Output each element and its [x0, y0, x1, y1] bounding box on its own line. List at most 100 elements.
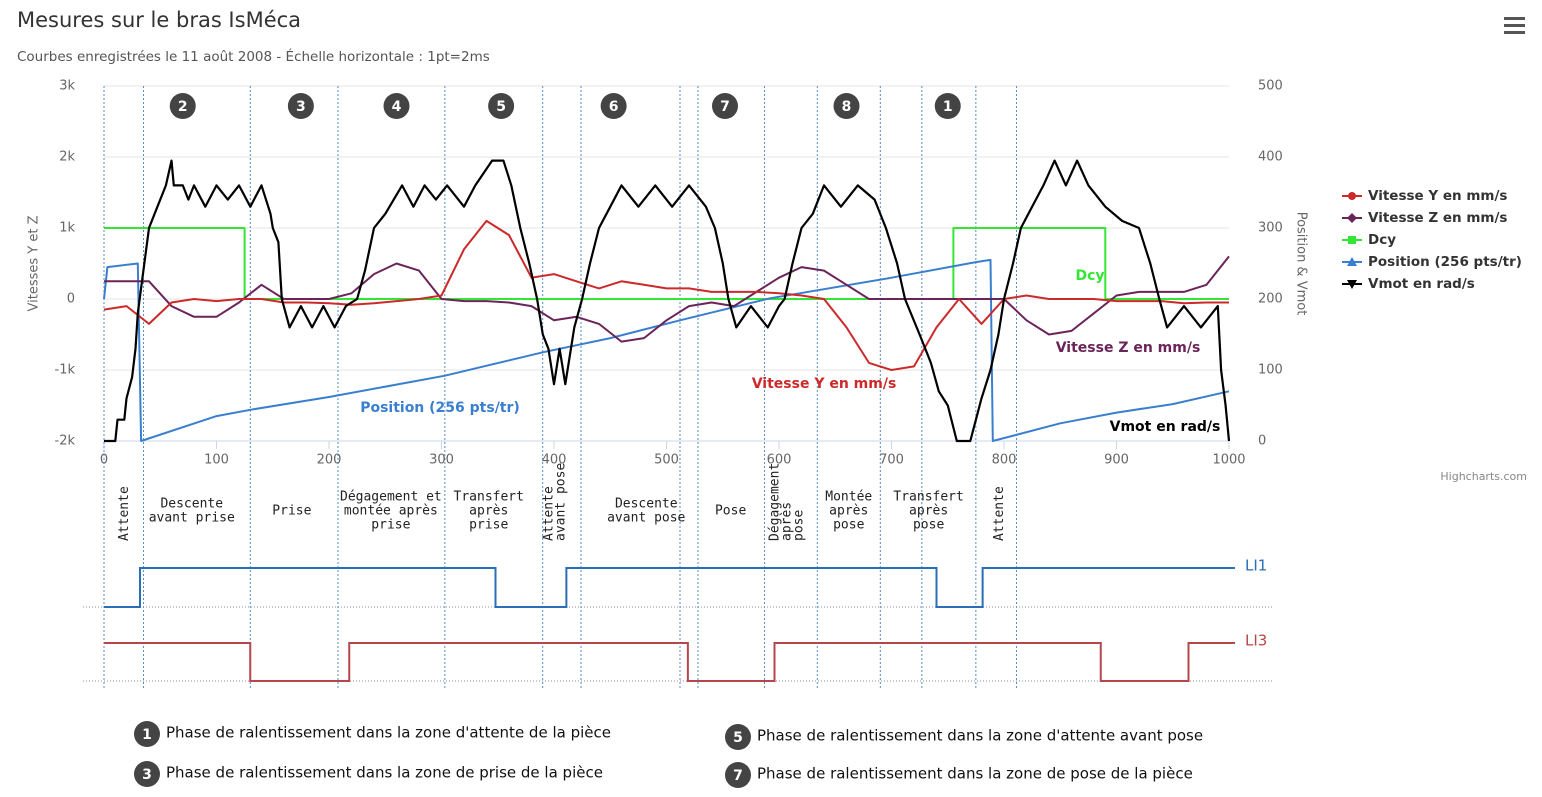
y-axis-title: Vitesses Y et Z — [27, 215, 42, 311]
phase-label: Prise — [272, 504, 311, 519]
x-tick-label: 300 — [429, 453, 454, 468]
phase-number — [833, 93, 860, 119]
phase-label: après — [909, 504, 948, 519]
phase-number-label: 8 — [842, 99, 852, 115]
phase-label: Transfert — [454, 490, 524, 505]
note-number-label: 1 — [142, 727, 152, 743]
legend-item[interactable]: Dcy — [1342, 232, 1396, 248]
x-tick-label: 200 — [317, 453, 342, 468]
menu-bar[interactable] — [1504, 17, 1525, 20]
series-label: Vitesse Y en mm/s — [752, 376, 897, 392]
series-line — [103, 258, 1230, 442]
legend-label: Vmot en rad/s — [1368, 276, 1475, 292]
x-tick-label: 500 — [654, 453, 679, 468]
phase-label: Attente — [542, 486, 557, 541]
signal-name: LI1 — [1245, 557, 1267, 575]
series-label: Position (256 pts/tr) — [360, 400, 520, 416]
y-tick-label: 2k — [59, 150, 75, 165]
series-line — [104, 227, 1229, 300]
series-line — [103, 219, 1229, 371]
x-tick-label: 400 — [542, 453, 567, 468]
y-tick-label: -2k — [55, 434, 76, 449]
phase-label: après — [779, 502, 794, 541]
y-tick-label: 0 — [67, 292, 75, 307]
legend-label: Position (256 pts/tr) — [1368, 254, 1522, 270]
signal-line — [104, 642, 1235, 682]
note-text: Phase de ralentissement dans la zone de … — [757, 765, 1193, 783]
chart-subtitle: Courbes enregistrées le 11 août 2008 - É… — [17, 48, 490, 65]
credits[interactable]: Highcharts.com — [1440, 470, 1527, 483]
legend-marker — [1347, 213, 1357, 223]
phase-label: avant pose — [607, 511, 685, 526]
chart-title: Mesures sur le bras IsMéca — [17, 8, 301, 32]
legend-item[interactable]: Vitesse Z en mm/s — [1342, 210, 1507, 226]
phase-number-label: 5 — [496, 99, 506, 115]
series-line — [104, 159, 1231, 443]
x-tick-label: 900 — [1104, 453, 1129, 468]
y2-tick-label: 300 — [1258, 221, 1283, 236]
phase-label: Dégagement et — [340, 490, 442, 505]
phase-number — [712, 93, 738, 119]
legend-marker — [1347, 257, 1357, 266]
x-tick-label: 800 — [992, 453, 1017, 468]
note-number — [725, 762, 751, 788]
phase-label: pose — [833, 518, 864, 533]
phase-number — [287, 93, 314, 119]
phase-number — [488, 93, 515, 119]
phase-number-label: 6 — [609, 99, 619, 115]
y2-tick-label: 500 — [1258, 79, 1283, 94]
phase-label: pose — [913, 518, 944, 533]
menu-bar[interactable] — [1504, 31, 1525, 34]
phase-label: avant pose — [554, 463, 569, 541]
phase-label: prise — [469, 518, 508, 533]
note-number-label: 3 — [142, 767, 152, 783]
x-tick-label: 600 — [767, 453, 792, 468]
menu-button[interactable] — [1504, 17, 1525, 34]
legend-marker — [1348, 236, 1356, 244]
signal-name: LI3 — [1245, 632, 1267, 650]
note-number — [725, 724, 751, 750]
series-label: Vitesse Z en mm/s — [1056, 340, 1201, 356]
y-tick-label: 1k — [59, 221, 75, 236]
note-number-label: 7 — [733, 768, 743, 784]
phase-label: Pose — [715, 504, 746, 519]
phase-number-label: 4 — [392, 99, 402, 115]
legend-label: Vitesse Y en mm/s — [1368, 188, 1507, 204]
phase-number — [600, 93, 627, 119]
signal-line — [104, 567, 1235, 608]
phase-label: Attente — [117, 486, 132, 541]
y-tick-label: -1k — [55, 363, 76, 378]
legend-marker — [1347, 280, 1357, 289]
note-text: Phase de ralentissement dans la zone d'a… — [757, 727, 1203, 745]
y2-tick-label: 200 — [1258, 292, 1283, 307]
note-number-label: 5 — [733, 730, 743, 746]
phase-label: Attente — [992, 486, 1007, 541]
series-line — [104, 255, 1230, 343]
phase-number — [383, 93, 410, 119]
phase-label: après — [469, 504, 508, 519]
phase-number-label: 3 — [296, 99, 306, 115]
x-tick-label: 700 — [879, 453, 904, 468]
phase-number-label: 2 — [178, 99, 188, 115]
legend-item[interactable]: Position (256 pts/tr) — [1342, 254, 1522, 270]
phase-number-label: 7 — [720, 99, 730, 115]
y2-tick-label: 400 — [1258, 150, 1283, 165]
phase-label: prise — [371, 518, 410, 533]
phase-label: Descente — [160, 497, 223, 512]
note-text: Phase de ralentissement dans la zone de … — [166, 764, 603, 782]
note-text: Phase de ralentissement dans la zone d'a… — [166, 724, 611, 742]
menu-bar[interactable] — [1504, 24, 1525, 27]
legend-marker — [1348, 192, 1356, 200]
legend-label: Dcy — [1368, 232, 1396, 248]
series-label: Vmot en rad/s — [1110, 419, 1221, 435]
legend-label: Vitesse Z en mm/s — [1368, 210, 1507, 226]
y-tick-label: 3k — [59, 79, 75, 94]
y2-axis-title: Position & Vmot — [1294, 212, 1309, 316]
phase-number — [934, 93, 961, 119]
series-label: Dcy — [1075, 268, 1104, 284]
legend-item[interactable]: Vitesse Y en mm/s — [1342, 188, 1507, 204]
legend-item[interactable]: Vmot en rad/s — [1342, 276, 1475, 292]
phase-label: Transfert — [893, 490, 963, 505]
phase-label: montée après — [344, 504, 438, 519]
y2-tick-label: 0 — [1258, 434, 1266, 449]
